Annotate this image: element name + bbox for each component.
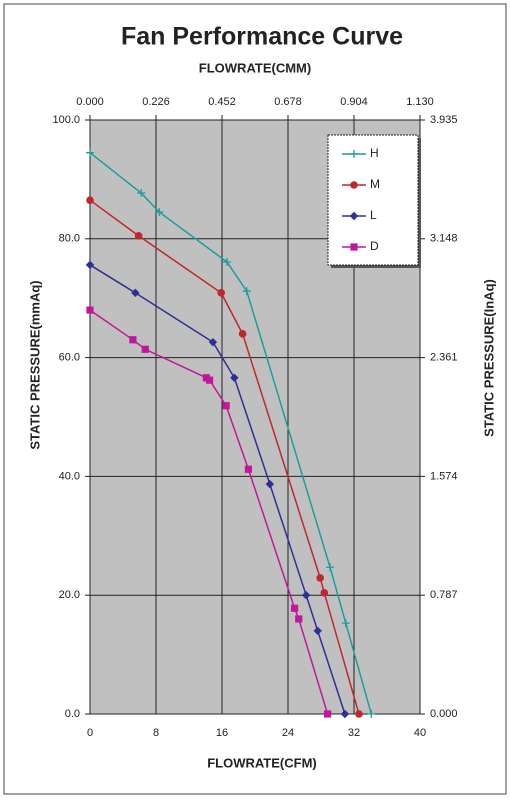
legend-label: L	[370, 208, 377, 222]
y2-tick-label: 2.361	[430, 352, 458, 364]
y-tick-label: 0.0	[65, 708, 80, 720]
marker	[134, 232, 143, 240]
marker	[316, 574, 324, 582]
series-line	[89, 309, 329, 715]
x-tick-label: 40	[414, 727, 426, 739]
marker	[244, 465, 252, 473]
plot-border	[89, 119, 421, 715]
marker	[131, 288, 140, 298]
x-tick-label: 0	[87, 727, 93, 739]
y-tick-label: 40.0	[59, 470, 80, 482]
marker	[129, 336, 137, 344]
legend	[327, 134, 419, 266]
x-tick-label: 32	[348, 727, 360, 739]
y2-tick-label: 0.000	[430, 708, 458, 720]
marker	[242, 287, 251, 296]
series-line	[89, 264, 346, 715]
y-tick-label: 20.0	[59, 589, 80, 601]
marker	[320, 589, 329, 597]
marker	[355, 710, 363, 718]
y-tick-label: 100.0	[52, 114, 80, 126]
marker	[155, 208, 164, 217]
x2-tick-label: 0.000	[76, 96, 104, 108]
marker	[141, 345, 149, 353]
legend-marker	[350, 243, 358, 251]
marker	[137, 189, 146, 198]
marker	[222, 402, 230, 410]
marker	[86, 148, 94, 157]
y-axis-label: STATIC PRESSURE(mmAq)	[27, 280, 42, 449]
legend-label: M	[370, 177, 380, 191]
x2-tick-label: 0.452	[208, 96, 236, 108]
y2-tick-label: 0.787	[430, 589, 458, 601]
x-axis-label: FLOWRATE(CFM)	[207, 755, 317, 770]
x2-tick-label: 0.678	[274, 96, 302, 108]
x2-tick-label: 0.226	[142, 96, 170, 108]
marker	[86, 196, 94, 204]
marker	[313, 626, 322, 636]
marker	[341, 619, 350, 628]
x-tick-label: 24	[282, 727, 294, 739]
x2-tick-label: 0.904	[340, 96, 368, 108]
marker	[208, 337, 218, 347]
y-tick-label: 60.0	[59, 352, 80, 364]
y2-axis-label: STATIC PRESSURE(InAq)	[481, 279, 496, 437]
x2-axis-label: FLOWRATE(CMM)	[199, 60, 311, 75]
x2-tick-label: 1.130	[406, 96, 434, 108]
marker	[295, 615, 303, 623]
y2-tick-label: 1.574	[430, 470, 458, 482]
legend-marker	[350, 150, 358, 158]
series-line	[89, 152, 373, 715]
marker	[340, 709, 350, 719]
marker	[238, 330, 247, 338]
marker	[324, 710, 332, 718]
marker	[217, 289, 225, 297]
legend-marker	[349, 211, 359, 221]
marker	[86, 306, 94, 314]
legend-label: D	[370, 239, 379, 253]
marker	[367, 710, 376, 718]
marker	[265, 479, 275, 489]
y-tick-label: 80.0	[59, 233, 80, 245]
marker	[222, 257, 231, 266]
legend-marker	[350, 181, 358, 189]
y2-tick-label: 3.935	[430, 114, 458, 126]
x-tick-label: 8	[153, 727, 159, 739]
marker	[301, 591, 311, 600]
x-tick-label: 16	[216, 727, 228, 739]
marker	[326, 563, 335, 572]
marker	[206, 376, 214, 384]
marker	[85, 260, 95, 270]
y2-tick-label: 3.148	[430, 233, 458, 245]
marker	[230, 373, 239, 382]
marker	[291, 604, 299, 612]
chart-title: Fan Performance Curve	[121, 23, 403, 51]
legend-label: H	[370, 146, 379, 160]
